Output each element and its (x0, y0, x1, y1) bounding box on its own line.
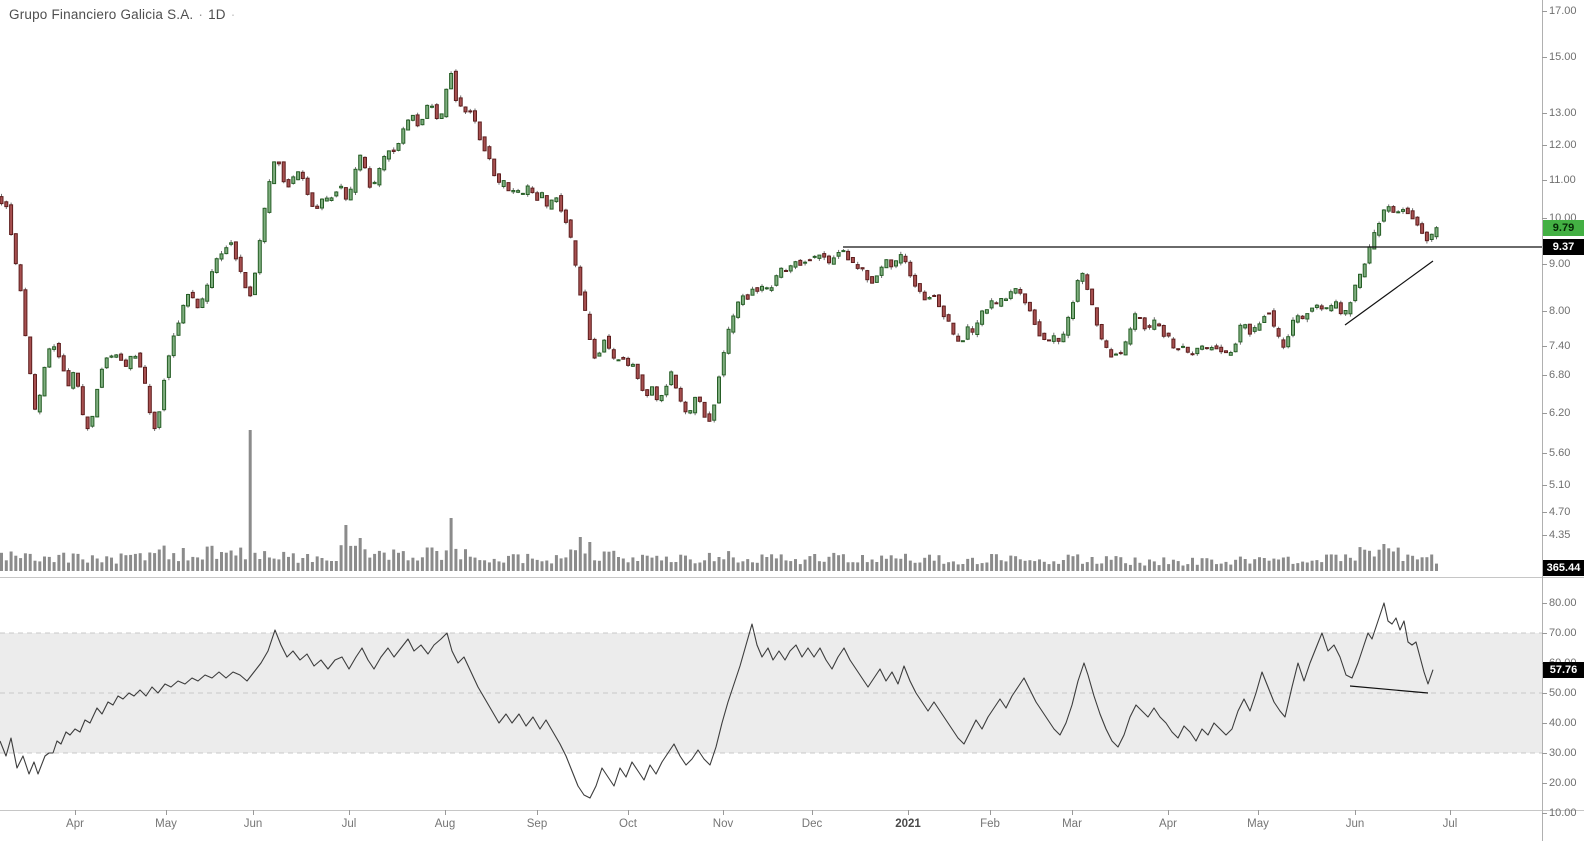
month-label: Dec (801, 818, 823, 830)
timeframe-selector[interactable]: 1D (208, 7, 226, 22)
axis-ticks (75, 11, 1547, 815)
price-axis-label: 17.00 (1549, 5, 1577, 17)
price-axis-label: 9.00 (1549, 258, 1571, 270)
rsi-badge: 57.76 (1543, 661, 1584, 678)
price-axis-label: 11.00 (1549, 174, 1576, 186)
rsi-axis-label: 40.00 (1549, 717, 1577, 729)
price-axis-label: 13.00 (1549, 107, 1577, 119)
volume-badge: 365.44 (1543, 560, 1584, 576)
title-trailing-separator: · (230, 7, 236, 22)
rsi-axis-label: 30.00 (1549, 747, 1577, 759)
trendline-diagonal[interactable] (1344, 260, 1434, 326)
rsi-axis-label: 10.00 (1549, 807, 1577, 819)
price-axis-label: 4.70 (1549, 506, 1571, 518)
rsi-axis-label: 50.00 (1549, 687, 1577, 699)
month-label: Apr (66, 818, 84, 830)
month-label: Aug (434, 818, 456, 830)
rsi-band (0, 632, 1542, 754)
price-axis-label: 12.00 (1549, 139, 1577, 151)
month-label: Nov (712, 818, 734, 830)
month-label: Sep (526, 818, 548, 830)
candles (0, 69, 1439, 431)
month-label: Jul (341, 818, 357, 830)
price-axis-label: 15.00 (1549, 51, 1577, 63)
volume-bars (0, 430, 1438, 571)
symbol-name[interactable]: Grupo Financiero Galicia S.A. (9, 7, 194, 22)
last-price-badge: 9.79 (1543, 219, 1584, 236)
title-separator: · (198, 7, 204, 22)
rsi-axis-label: 80.00 (1549, 597, 1577, 609)
rsi-axis-label: 20.00 (1549, 777, 1577, 789)
price-axis-label: 6.20 (1549, 407, 1571, 419)
trendline-price-badge: 9.37 (1543, 239, 1584, 255)
symbol-title-bar: Grupo Financiero Galicia S.A. · 1D · (9, 7, 240, 22)
price-axis-label: 5.10 (1549, 479, 1571, 491)
month-label: Apr (1159, 818, 1177, 830)
month-label: Feb (980, 818, 1000, 830)
month-label: Jul (1442, 818, 1458, 830)
year-label: 2021 (895, 818, 921, 830)
price-axis-label: 4.35 (1549, 529, 1571, 541)
month-label: Jun (243, 818, 263, 830)
month-label: Oct (619, 818, 637, 830)
rsi-line (0, 602, 1434, 799)
month-label: Mar (1062, 818, 1082, 830)
price-axis-label: 7.40 (1549, 340, 1571, 352)
month-label: May (155, 818, 177, 830)
price-axis-label: 6.80 (1549, 369, 1571, 381)
price-axis-label: 5.60 (1549, 447, 1571, 459)
rsi-axis-label: 70.00 (1549, 627, 1577, 639)
month-label: Jun (1345, 818, 1365, 830)
trendline-rsi[interactable] (1349, 685, 1429, 694)
month-label: May (1247, 818, 1269, 830)
price-axis-label: 8.00 (1549, 305, 1571, 317)
